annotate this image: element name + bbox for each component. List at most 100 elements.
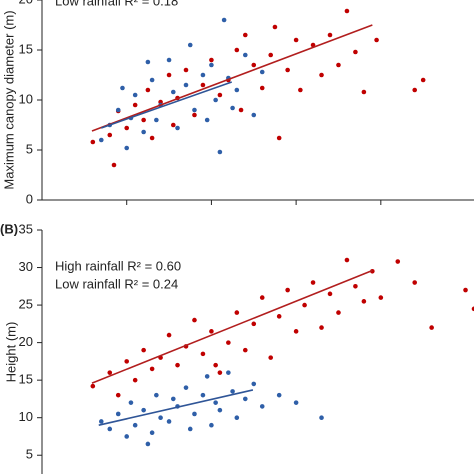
point [242,32,248,38]
point [242,396,248,402]
point [268,52,274,58]
trend-line [98,389,254,426]
point [242,347,248,353]
point [124,145,130,151]
point [259,85,265,91]
point [175,125,180,131]
point [234,87,240,93]
point [285,287,290,293]
trend-line [91,24,373,132]
point [132,377,138,383]
point [187,42,193,48]
trend-line [101,81,233,129]
point [463,287,468,293]
point [217,407,223,413]
point [226,370,231,375]
legend-text: Low rainfall R² = 0.24 [55,276,178,291]
point [209,329,214,334]
point [175,362,180,368]
point [141,117,146,123]
panel-label: (B) [0,221,18,236]
point [192,411,197,417]
point [344,8,350,14]
point [213,97,218,103]
point [327,291,333,297]
point [336,310,341,315]
point [145,441,151,447]
point [276,314,282,319]
point [429,325,434,330]
point [471,306,474,312]
point [412,87,418,93]
point [132,92,138,98]
point [90,139,96,145]
point [200,72,206,78]
point [259,295,265,300]
point [107,132,113,138]
point [285,67,290,73]
point [234,310,240,315]
y-tick-label: 5 [26,447,33,462]
legend-text: High rainfall R² = 0.60 [55,258,181,273]
point [115,411,121,417]
point [276,135,282,141]
point [149,77,155,83]
point [230,389,235,394]
point [149,430,155,436]
y-tick-label: 25 [19,297,33,312]
point [251,321,257,327]
point [259,404,265,409]
point [420,77,426,83]
point [319,72,324,78]
point [217,370,223,375]
point [204,374,210,379]
point [115,392,121,398]
point [170,89,176,95]
point [183,67,189,73]
point [234,415,240,420]
point [209,57,214,63]
point [251,112,257,118]
point [192,317,197,323]
trend-line [91,269,373,384]
point [107,370,113,375]
point [230,105,235,111]
point [141,347,146,353]
point [293,37,299,43]
point [353,49,358,55]
point [145,59,151,65]
point [170,396,176,402]
point [293,400,299,405]
point [327,32,333,38]
point [412,280,418,285]
point [192,112,197,118]
point [98,137,104,143]
y-tick-label: 15 [19,41,33,56]
point [166,419,172,424]
point [272,24,278,30]
point [298,87,303,93]
point [213,400,218,405]
point [217,149,223,155]
point [141,407,146,413]
point [259,69,265,75]
point [98,419,104,424]
point [115,107,121,113]
point [221,17,227,23]
point [149,366,155,372]
y-axis-label: Height (m) [3,322,18,383]
point [319,325,324,330]
point [124,125,130,131]
point [166,72,172,78]
point [268,355,274,360]
point [209,422,214,428]
point [200,82,206,88]
point [120,85,125,91]
point [378,295,384,300]
point [187,426,193,432]
point [107,426,113,432]
point [238,107,244,113]
point [128,400,134,405]
